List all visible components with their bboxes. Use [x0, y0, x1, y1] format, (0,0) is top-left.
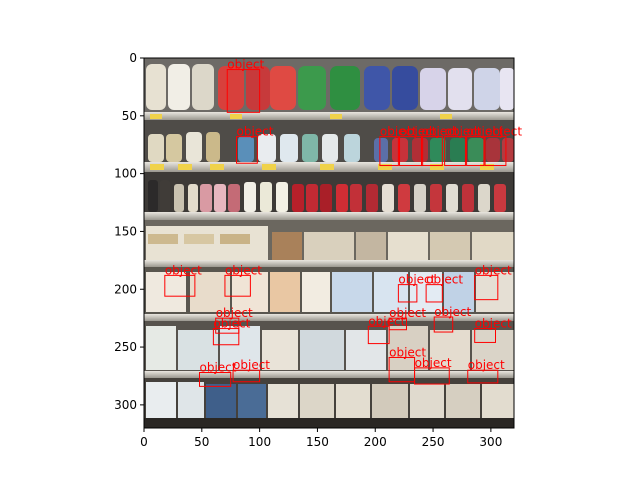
- detection-label: object: [415, 356, 452, 370]
- x-tick-label: 150: [306, 435, 329, 449]
- detection-label: object: [380, 125, 417, 139]
- y-tick-label: 200: [114, 282, 137, 296]
- detection-label: object: [389, 345, 426, 359]
- detection-label: object: [434, 305, 471, 319]
- detection-box: [232, 369, 261, 383]
- soap-refill-row: [144, 58, 514, 113]
- x-axis: 0 50 100 150 200 250 300: [140, 428, 502, 449]
- y-tick-label: 0: [129, 51, 137, 65]
- axes-frame: [143, 57, 515, 429]
- shelf-photo: [144, 58, 514, 428]
- detection-label: object: [213, 317, 250, 331]
- x-tick-label: 100: [248, 435, 271, 449]
- detection-label: object: [368, 314, 405, 328]
- y-tick-label: 250: [114, 340, 137, 354]
- detection-label: object: [445, 125, 482, 139]
- detection-box: [399, 136, 424, 167]
- detection-box: [433, 316, 454, 333]
- x-tick-label: 50: [194, 435, 209, 449]
- detection-label: object: [422, 125, 459, 139]
- detection-box: [388, 317, 407, 331]
- detection-box: [226, 69, 261, 113]
- detection-box: [367, 325, 390, 345]
- x-tick-label: 300: [479, 435, 502, 449]
- detection-box: [236, 136, 258, 164]
- bar-soap-row: [144, 267, 514, 317]
- bath-product-row: [144, 321, 514, 373]
- detection-box: [397, 284, 418, 303]
- detection-box: [467, 369, 499, 384]
- price-tags-row-2: [150, 164, 494, 170]
- detection-box: [414, 367, 450, 385]
- detection-box: [224, 274, 251, 297]
- detection-label: object: [237, 125, 274, 139]
- detection-label: object: [468, 358, 505, 372]
- detection-label: object: [467, 125, 504, 139]
- detection-box: [484, 136, 507, 167]
- detection-label: object: [233, 358, 270, 372]
- detection-box: [212, 328, 240, 346]
- detection-label: object: [200, 361, 237, 375]
- detection-label: object: [475, 263, 512, 277]
- y-axis: 0 50 100 150 200 250 300: [114, 51, 144, 412]
- price-tags-row-1: [150, 114, 452, 119]
- detection-box: [199, 372, 232, 387]
- detection-label: object: [216, 306, 253, 320]
- detection-box: [379, 136, 399, 167]
- detection-layer: [164, 69, 507, 387]
- detection-box: [444, 136, 466, 167]
- detection-label: object: [398, 273, 435, 287]
- detection-label: object: [485, 125, 522, 139]
- y-tick-label: 100: [114, 167, 137, 181]
- x-tick-label: 200: [364, 435, 387, 449]
- detection-label: object: [389, 306, 426, 320]
- detection-box: [425, 284, 443, 303]
- detection-box: [164, 274, 196, 297]
- small-bottle-row: [144, 172, 514, 214]
- detection-box: [421, 136, 443, 167]
- x-tick-label: 0: [140, 435, 148, 449]
- detection-label: object: [227, 58, 264, 72]
- detection-label: object: [475, 317, 512, 331]
- boxed-product-row: [144, 220, 514, 262]
- detection-label: object: [426, 273, 463, 287]
- y-tick-label: 150: [114, 224, 137, 238]
- detection-box: [474, 328, 496, 343]
- detection-label: object: [400, 125, 437, 139]
- detection-box: [466, 136, 485, 167]
- pump-bottle-row: [144, 120, 514, 164]
- detection-label: object: [225, 263, 262, 277]
- detection-label: object: [165, 263, 202, 277]
- detection-box: [215, 317, 240, 334]
- x-tick-label: 250: [422, 435, 445, 449]
- y-tick-label: 50: [122, 109, 137, 123]
- y-tick-label: 300: [114, 398, 137, 412]
- detection-box: [474, 274, 499, 301]
